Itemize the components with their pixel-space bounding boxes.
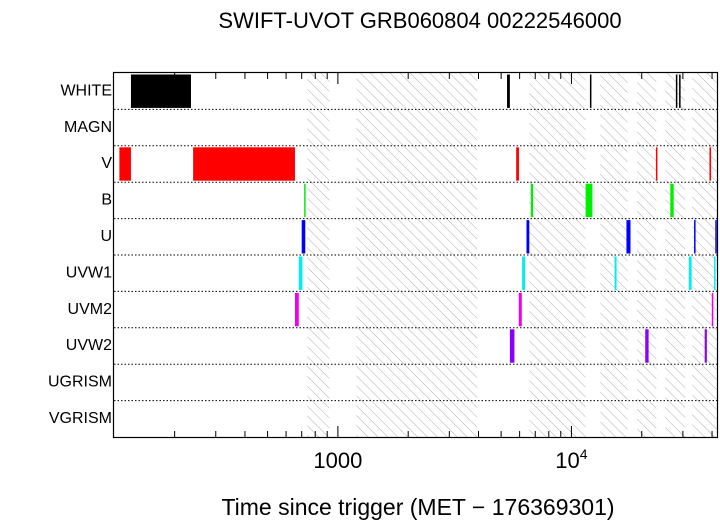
x-axis-ticks: 1000 104: [174, 73, 713, 473]
exposure-bar-uvm2-1: [294, 292, 299, 327]
filter-label-u: U: [100, 228, 112, 245]
exposure-bar-uvw1-1: [298, 256, 303, 290]
exposure-bar-uvw2-1: [509, 329, 515, 363]
exposure-bar-u-1: [301, 220, 306, 254]
exposure-bar-v-3: [516, 147, 519, 181]
filter-label-vgrism: VGRISM: [49, 410, 112, 427]
exposure-bar-u-3: [626, 220, 631, 254]
hatched-region-2: [356, 73, 478, 437]
exposure-bar-uvw2-3: [704, 329, 707, 363]
exposure-bar-uvm2-3: [711, 292, 714, 327]
exposure-bar-white-3: [589, 74, 592, 108]
exposure-bar-b-1: [304, 183, 306, 218]
exposure-bar-uvw1-5: [714, 256, 716, 290]
exposure-bar-u-4: [694, 220, 696, 254]
chart-title: SWIFT-UVOT GRB060804 00222546000: [218, 8, 621, 33]
exposure-bar-white-2: [507, 74, 510, 108]
hatched-regions: [307, 73, 717, 437]
plot-frame: [112, 71, 719, 439]
filter-labels: WHITE MAGN V B U UVW1 UVM2 UVW2 UGRISM VGRISM: [48, 82, 112, 427]
exposure-bar-white-5: [679, 74, 681, 108]
filter-label-v: V: [101, 155, 112, 172]
exposure-bar-v-4: [655, 147, 658, 181]
filter-label-uvm2: UVM2: [68, 301, 113, 318]
exposure-bar-uvw1-3: [614, 256, 617, 290]
filter-label-uvw1: UVW1: [66, 264, 112, 281]
exposure-bar-b-2: [530, 183, 534, 218]
exposure-bar-v-5: [709, 147, 712, 181]
exposure-bars: [119, 74, 717, 363]
exposure-bar-uvw2-2: [645, 329, 649, 363]
exposure-bar-u-2: [526, 220, 530, 254]
exposure-bar-white-4: [675, 74, 678, 108]
filter-label-ugrism: UGRISM: [48, 374, 112, 391]
exposure-bar-v-1: [119, 147, 131, 181]
exposure-bar-b-4: [670, 183, 674, 218]
exposure-bar-white-1: [130, 74, 191, 108]
x-axis-label: Time since trigger (MET − 176369301): [221, 494, 614, 520]
exposure-bar-u-5: [715, 220, 717, 254]
exposure-bar-v-2: [193, 147, 295, 181]
filter-label-b: B: [101, 192, 112, 209]
exposure-bar-b-3: [585, 183, 593, 218]
x-tick-label: 1000: [313, 448, 362, 473]
x-tick-label: 104: [555, 446, 587, 473]
filter-label-uvw2: UVW2: [66, 337, 112, 354]
exposure-bar-uvw1-4: [688, 256, 692, 290]
filter-label-magn: MAGN: [64, 119, 112, 136]
filter-label-white: WHITE: [60, 82, 112, 99]
row-separators: [114, 108, 717, 402]
exposure-bar-uvw1-2: [522, 256, 526, 290]
exposure-bar-uvm2-2: [518, 292, 522, 327]
